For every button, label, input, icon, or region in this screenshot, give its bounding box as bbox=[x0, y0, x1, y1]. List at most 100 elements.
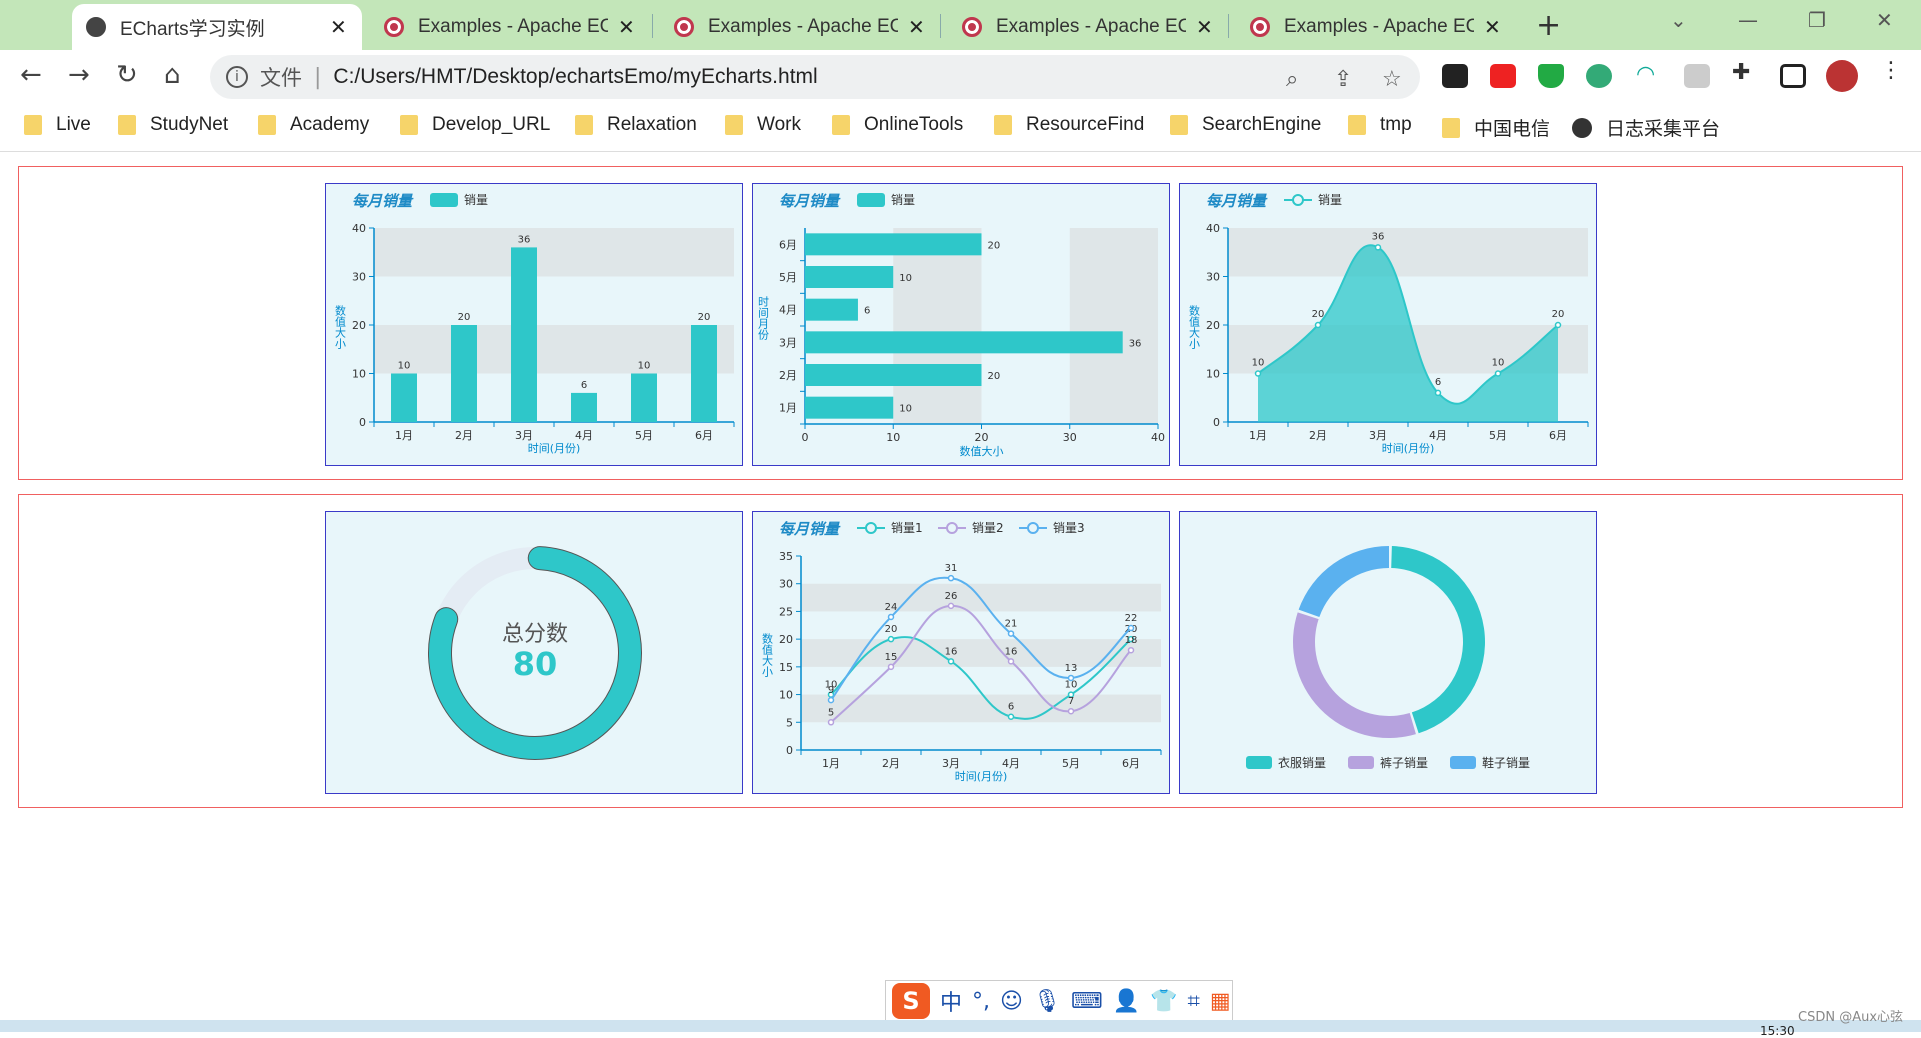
grid-band bbox=[1069, 228, 1158, 424]
ime-punct[interactable]: °, bbox=[972, 988, 991, 1014]
back-button[interactable]: ← bbox=[20, 60, 42, 90]
y-tick-label: 6月 bbox=[779, 238, 797, 251]
wifi-icon[interactable]: ◠ bbox=[1636, 62, 1656, 87]
bar-5月 bbox=[805, 266, 894, 288]
data-point bbox=[1007, 630, 1015, 637]
close-window-button[interactable]: ✕ bbox=[1876, 8, 1893, 32]
tab-examples-2[interactable]: Examples - Apache ECharts ✕ bbox=[660, 4, 940, 50]
legend-series-1[interactable]: 销量1 bbox=[857, 519, 923, 536]
x-tick-label: 5月 bbox=[1062, 757, 1080, 770]
y-axis-title: 数值大小 bbox=[1188, 305, 1201, 350]
puzzle-icon[interactable]: ✚ bbox=[1732, 60, 1751, 85]
chart-legend[interactable]: 销量 bbox=[1284, 191, 1342, 208]
user-icon[interactable]: 👤 bbox=[1112, 988, 1141, 1014]
y-tick-label: 5月 bbox=[779, 271, 797, 284]
bookmark-relaxation[interactable]: Relaxation bbox=[575, 114, 697, 136]
bar-3月 bbox=[805, 331, 1123, 354]
bookmark-searchengine[interactable]: SearchEngine bbox=[1170, 114, 1321, 136]
shield-icon[interactable] bbox=[1538, 64, 1564, 88]
tab-examples-1[interactable]: Examples - Apache ECharts ✕ bbox=[370, 4, 650, 50]
ime-mode[interactable]: 中 bbox=[940, 991, 963, 1016]
bookmark-log-platform[interactable]: 日志采集平台 bbox=[1572, 114, 1720, 141]
extension-icon[interactable] bbox=[1442, 64, 1468, 88]
globe-extension-icon[interactable] bbox=[1586, 64, 1612, 88]
avatar[interactable] bbox=[1826, 60, 1858, 92]
tab-examples-4[interactable]: Examples - Apache ECharts ✕ bbox=[1236, 4, 1520, 50]
legend-series-3[interactable]: 销量3 bbox=[1019, 519, 1085, 536]
bookmark-tmp[interactable]: tmp bbox=[1348, 114, 1412, 136]
minimize-button[interactable]: — bbox=[1738, 8, 1758, 32]
close-tab-icon[interactable]: ✕ bbox=[1484, 16, 1501, 39]
zoom-icon[interactable]: ⌕ bbox=[1286, 67, 1299, 92]
info-icon[interactable]: i bbox=[226, 66, 248, 88]
bookmark-work[interactable]: Work bbox=[725, 114, 801, 136]
gauge-value: 80 bbox=[513, 645, 558, 683]
y-tick-label: 10 bbox=[779, 689, 793, 702]
close-tab-icon[interactable]: ✕ bbox=[618, 16, 635, 39]
video-extension-icon[interactable] bbox=[1490, 64, 1516, 88]
tab-search-icon[interactable]: ⌄ bbox=[1670, 8, 1687, 32]
sogou-logo-icon[interactable]: S bbox=[892, 983, 930, 1019]
y-axis-title: 时间月份 bbox=[757, 296, 770, 341]
scheme-label: 文件 bbox=[260, 66, 302, 90]
apache-echarts-icon bbox=[384, 17, 404, 37]
translate-icon[interactable] bbox=[1684, 64, 1710, 88]
sidebar-icon[interactable] bbox=[1780, 64, 1806, 88]
close-tab-icon[interactable]: ✕ bbox=[908, 16, 925, 39]
data-label: 24 bbox=[885, 602, 898, 613]
home-button[interactable]: ⌂ bbox=[164, 60, 181, 90]
shirt-icon[interactable]: 👕 bbox=[1150, 988, 1178, 1014]
slice-衣服销量 bbox=[1391, 546, 1485, 734]
address-divider: | bbox=[314, 64, 322, 90]
legend-series-2[interactable]: 销量2 bbox=[938, 519, 1004, 536]
close-tab-icon[interactable]: ✕ bbox=[330, 16, 347, 39]
data-label: 10 bbox=[1065, 680, 1078, 691]
emoji-icon[interactable]: ☺ bbox=[1000, 988, 1023, 1014]
y-tick-label: 0 bbox=[786, 744, 793, 757]
bookmark-star-icon[interactable]: ☆ bbox=[1382, 67, 1402, 92]
bookmark-china-telecom[interactable]: 中国电信 bbox=[1442, 114, 1550, 141]
data-label: 15 bbox=[885, 652, 898, 663]
forward-button[interactable]: → bbox=[68, 60, 90, 90]
close-tab-icon[interactable]: ✕ bbox=[1196, 16, 1213, 39]
menu-icon[interactable]: ⋮ bbox=[1880, 58, 1902, 83]
microphone-icon[interactable]: 🎙 bbox=[1032, 988, 1061, 1014]
restore-button[interactable]: ❐ bbox=[1808, 8, 1826, 32]
crop-icon[interactable]: ⌗ bbox=[1187, 988, 1200, 1014]
keyboard-icon[interactable]: ⌨ bbox=[1070, 988, 1103, 1014]
tab-examples-3[interactable]: Examples - Apache ECharts ✕ bbox=[948, 4, 1228, 50]
x-tick-label: 2月 bbox=[1309, 429, 1327, 442]
bookmark-develop-url[interactable]: Develop_URL bbox=[400, 114, 550, 136]
tab-echarts-demo[interactable]: ECharts学习实例 ✕ bbox=[72, 4, 362, 50]
legend-label: 衣服销量 bbox=[1278, 755, 1326, 770]
bookmark-resourcefind[interactable]: ResourceFind bbox=[994, 114, 1144, 136]
bookmark-studynet[interactable]: StudyNet bbox=[118, 114, 228, 136]
y-tick-label: 25 bbox=[779, 605, 793, 618]
data-point-1月 bbox=[1254, 370, 1262, 377]
new-tab-button[interactable]: + bbox=[1536, 8, 1562, 43]
bookmark-onlinetools[interactable]: OnlineTools bbox=[832, 114, 963, 136]
apps-grid-icon[interactable]: ▦ bbox=[1209, 988, 1231, 1014]
folder-icon bbox=[575, 115, 593, 135]
grid-band bbox=[374, 228, 734, 277]
x-tick-label: 2月 bbox=[455, 429, 473, 442]
chart-legend[interactable]: 销量 bbox=[430, 191, 488, 208]
chart-card-gauge: 总分数 80 bbox=[325, 511, 743, 794]
share-icon[interactable]: ⇪ bbox=[1334, 67, 1353, 92]
url-text[interactable]: C:/Users/HMT/Desktop/echartsEmo/myEchart… bbox=[333, 65, 818, 88]
chart-legend[interactable]: 销量 bbox=[857, 191, 915, 208]
x-tick-label: 6月 bbox=[1122, 757, 1140, 770]
grid-band bbox=[1228, 228, 1588, 277]
y-tick-label: 30 bbox=[352, 271, 366, 284]
address-bar[interactable]: i 文件 | C:/Users/HMT/Desktop/echartsEmo/m… bbox=[210, 55, 1420, 99]
bar-5月 bbox=[631, 373, 657, 422]
y-tick-label: 40 bbox=[1206, 222, 1220, 235]
bookmark-live[interactable]: Live bbox=[24, 114, 91, 136]
chart-card-area: 0 10 20 30 40 1月 2月 3月 4月 5月 6月 时间(月份) 数值大小 10 20 36 6 10… bbox=[1179, 183, 1597, 466]
bar-4月 bbox=[805, 298, 858, 321]
globe-icon bbox=[1572, 117, 1592, 138]
series-line-销量1 bbox=[830, 636, 1132, 720]
bookmark-academy[interactable]: Academy bbox=[258, 114, 369, 136]
reload-button[interactable]: ↻ bbox=[116, 60, 138, 90]
